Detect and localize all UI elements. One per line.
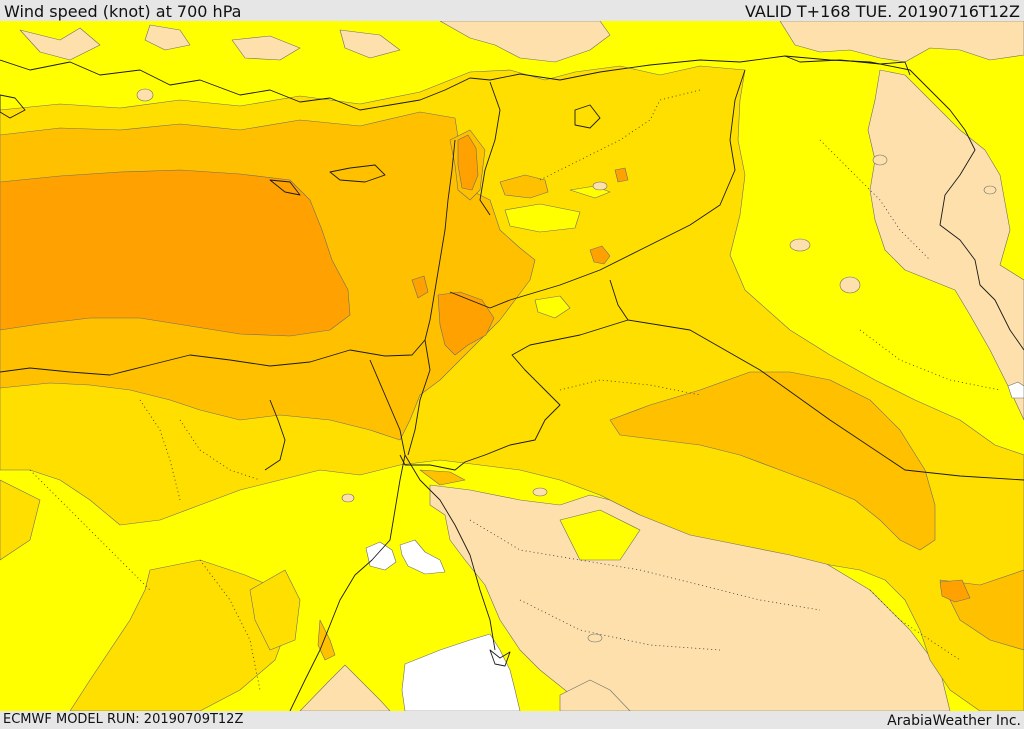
wind-band-stronger [0,134,971,603]
wind-band-light [19,21,1024,711]
credit-label: ArabiaWeather Inc. [887,713,1021,729]
internal-boundaries [29,89,1001,691]
wind-speed-map [0,21,1024,711]
map-header: Wind speed (knot) at 700 hPa VALID T+168… [0,0,1024,21]
model-run-label: ECMWF MODEL RUN: 20190709T12Z [3,712,244,727]
map-title: Wind speed (knot) at 700 hPa [4,2,242,21]
map-footer: ECMWF MODEL RUN: 20190709T12Z ArabiaWeat… [0,711,1024,729]
wind-band-calm [365,381,1024,711]
valid-time: VALID T+168 TUE. 20190716T12Z [744,2,1020,21]
coastlines [0,55,1024,711]
national-borders [369,55,1024,481]
wind-band-moderate-holes [504,185,641,561]
small-contour-cells [136,88,997,643]
